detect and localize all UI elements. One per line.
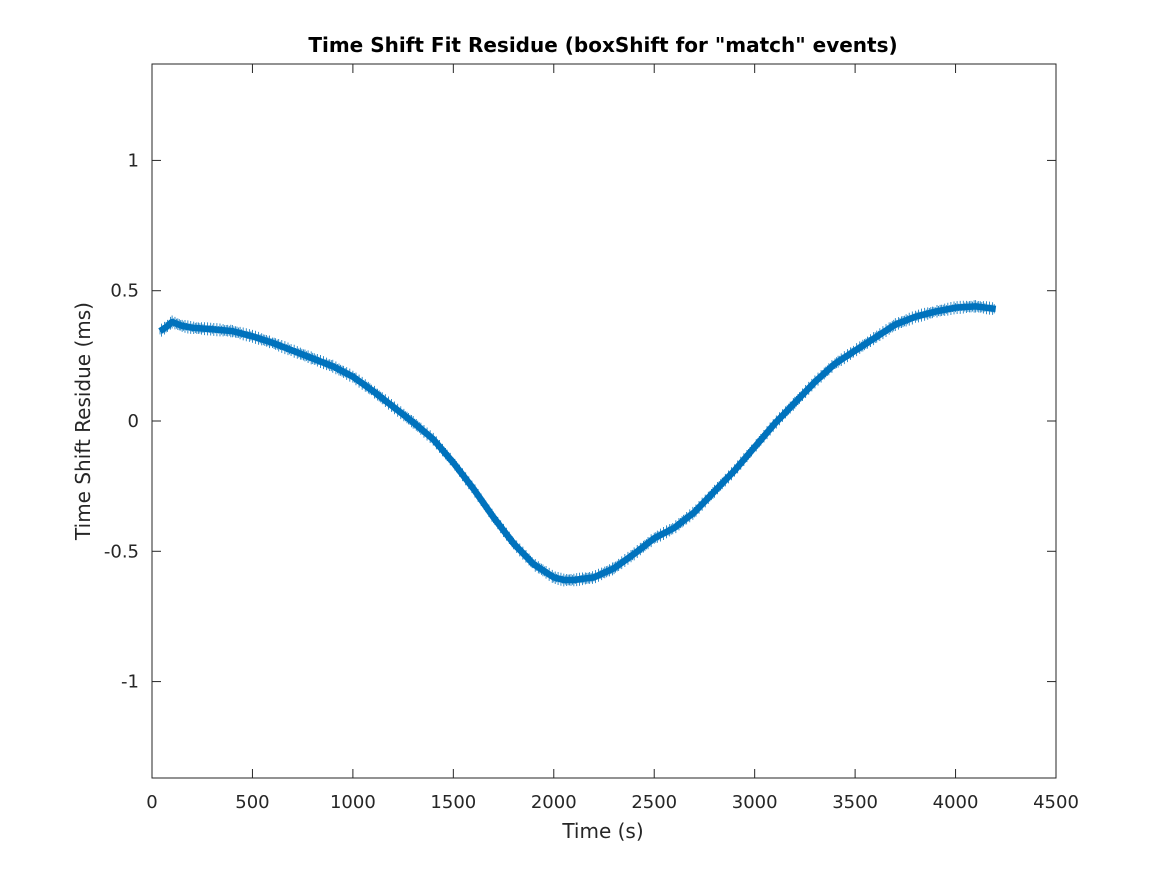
y-axis-label: Time Shift Residue (ms) bbox=[71, 302, 95, 541]
y-tick-label: 0.5 bbox=[110, 281, 139, 302]
x-tick-label: 0 bbox=[146, 792, 157, 813]
x-axis: 0 500 1000 1500 2000 2500 3000 3500 4000 4500 bbox=[146, 64, 1079, 813]
series-texture bbox=[159, 300, 995, 587]
x-tick-label: 1000 bbox=[330, 792, 376, 813]
x-tick-label: 2500 bbox=[631, 792, 677, 813]
y-tick-label: 1 bbox=[128, 150, 139, 171]
x-tick-label: 1500 bbox=[430, 792, 476, 813]
x-tick-label: 3000 bbox=[732, 792, 778, 813]
x-tick-label: 4500 bbox=[1033, 792, 1079, 813]
x-tick-label: 3500 bbox=[832, 792, 878, 813]
x-tick-label: 4000 bbox=[933, 792, 979, 813]
x-axis-label: Time (s) bbox=[561, 819, 643, 843]
y-tick-label: -0.5 bbox=[104, 541, 139, 562]
series-layer bbox=[158, 300, 997, 587]
x-tick-label: 500 bbox=[235, 792, 269, 813]
y-tick-label: 0 bbox=[128, 411, 139, 432]
chart-title: Time Shift Fit Residue (boxShift for "ma… bbox=[308, 33, 897, 57]
y-tick-label: -1 bbox=[121, 672, 139, 693]
x-tick-label: 2000 bbox=[531, 792, 577, 813]
y-axis: -1 -0.5 0 0.5 1 bbox=[104, 150, 1056, 693]
